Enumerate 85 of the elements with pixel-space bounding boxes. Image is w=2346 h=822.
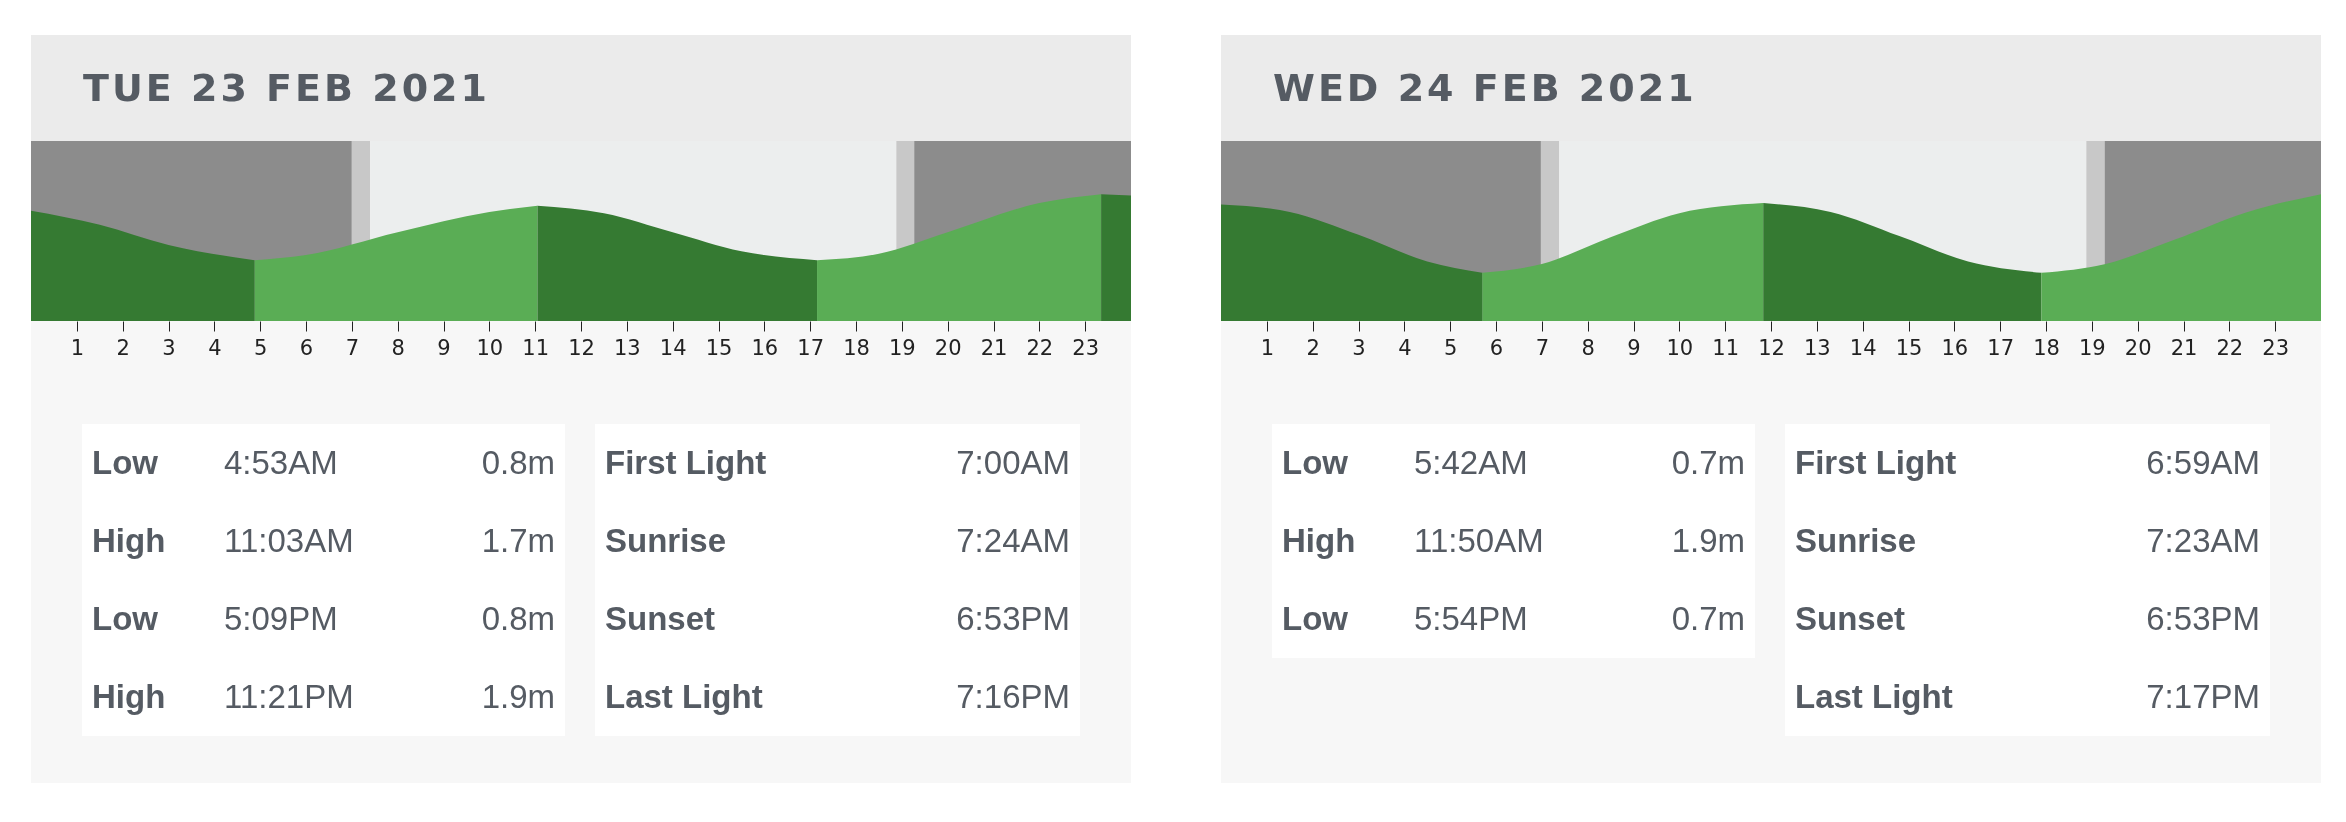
- text: 5:54PM: [1404, 580, 1634, 658]
- text: Low: [1272, 424, 1404, 502]
- x-tick-label: 8: [391, 335, 405, 360]
- text: Sunrise: [1785, 502, 2085, 580]
- x-tick-label: 2: [1306, 335, 1320, 360]
- text: 1.7m: [444, 502, 565, 580]
- chart-title: TUE 23 FEB 2021: [31, 35, 1131, 141]
- x-tick-label: 10: [476, 335, 504, 360]
- text: 0.8m: [444, 424, 565, 502]
- text: High: [82, 502, 214, 580]
- x-tick-label: 14: [659, 335, 687, 360]
- x-tick-label: 21: [980, 335, 1008, 360]
- text: 6:53PM: [895, 580, 1080, 658]
- text: High: [82, 658, 214, 736]
- text: 5:42AM: [1404, 424, 1634, 502]
- x-tick-label: 20: [2124, 335, 2152, 360]
- x-tick-label: 19: [888, 335, 916, 360]
- x-tick-label: 18: [2033, 335, 2060, 360]
- x-tick-label: 11: [1712, 335, 1740, 360]
- text: 7:16PM: [895, 658, 1080, 736]
- x-tick-label: 7: [345, 335, 360, 360]
- x-tick-label: 15: [705, 335, 733, 360]
- x-tick-label: 22: [1026, 335, 1054, 360]
- x-tick-label: 20: [934, 335, 962, 360]
- chart-title: WED 24 FEB 2021: [1221, 35, 2321, 141]
- text: 4:53AM: [214, 424, 444, 502]
- x-tick-label: 23: [1072, 335, 1100, 360]
- text: First Light: [1785, 424, 2085, 502]
- x-tick-label: 17: [797, 335, 825, 360]
- x-tick-label: 19: [2078, 335, 2106, 360]
- x-tick-label: 9: [1627, 335, 1641, 360]
- text: 7:00AM: [895, 424, 1080, 502]
- x-tick-label: 8: [1581, 335, 1595, 360]
- text: Sunset: [1785, 580, 2085, 658]
- text: 7:24AM: [895, 502, 1080, 580]
- text: Low: [82, 580, 214, 658]
- x-tick-label: 3: [1352, 335, 1366, 360]
- x-tick-label: 1: [70, 335, 85, 360]
- text: 7:17PM: [2085, 658, 2270, 736]
- x-tick-label: 5: [253, 335, 268, 360]
- x-tick-label: 23: [2262, 335, 2290, 360]
- text: 11:21PM: [214, 658, 444, 736]
- text: 1.9m: [444, 658, 565, 736]
- text: Low: [1272, 580, 1404, 658]
- text: 1.9m: [1634, 502, 1755, 580]
- x-tick-label: 13: [1803, 335, 1831, 360]
- x-tick-label: 3: [162, 335, 176, 360]
- x-tick-label: 6: [1489, 335, 1504, 360]
- text: 7:23AM: [2085, 502, 2270, 580]
- text: 6:53PM: [2085, 580, 2270, 658]
- x-tick-label: 10: [1666, 335, 1694, 360]
- x-tick-label: 16: [751, 335, 779, 360]
- x-tick-label: 15: [1895, 335, 1923, 360]
- text: 0.7m: [1634, 424, 1755, 502]
- x-tick-label: 16: [1941, 335, 1969, 360]
- text: 6:59AM: [2085, 424, 2270, 502]
- text: 0.8m: [444, 580, 565, 658]
- x-tick-label: 9: [437, 335, 451, 360]
- text: Sunrise: [595, 502, 895, 580]
- x-tick-label: 12: [568, 335, 595, 360]
- text: High: [1272, 502, 1404, 580]
- x-tick-label: 17: [1987, 335, 2015, 360]
- x-tick-label: 22: [2216, 335, 2244, 360]
- x-tick-label: 18: [843, 335, 870, 360]
- x-tick-label: 1: [1260, 335, 1275, 360]
- x-tick-label: 14: [1849, 335, 1877, 360]
- x-tick-label: 5: [1443, 335, 1458, 360]
- text: Last Light: [595, 658, 895, 736]
- x-tick-label: 4: [1398, 335, 1412, 360]
- text: Low: [82, 424, 214, 502]
- text: 11:50AM: [1404, 502, 1634, 580]
- text: First Light: [595, 424, 895, 502]
- text: Last Light: [1785, 658, 2085, 736]
- text: 0.7m: [1634, 580, 1755, 658]
- x-tick-label: 21: [2170, 335, 2198, 360]
- x-tick-label: 2: [116, 335, 130, 360]
- text: 5:09PM: [214, 580, 444, 658]
- x-tick-label: 4: [208, 335, 222, 360]
- x-tick-label: 7: [1535, 335, 1550, 360]
- x-tick-label: 12: [1758, 335, 1785, 360]
- x-tick-label: 6: [299, 335, 314, 360]
- x-tick-label: 11: [522, 335, 550, 360]
- text: Sunset: [595, 580, 895, 658]
- text: 11:03AM: [214, 502, 444, 580]
- x-tick-label: 13: [613, 335, 641, 360]
